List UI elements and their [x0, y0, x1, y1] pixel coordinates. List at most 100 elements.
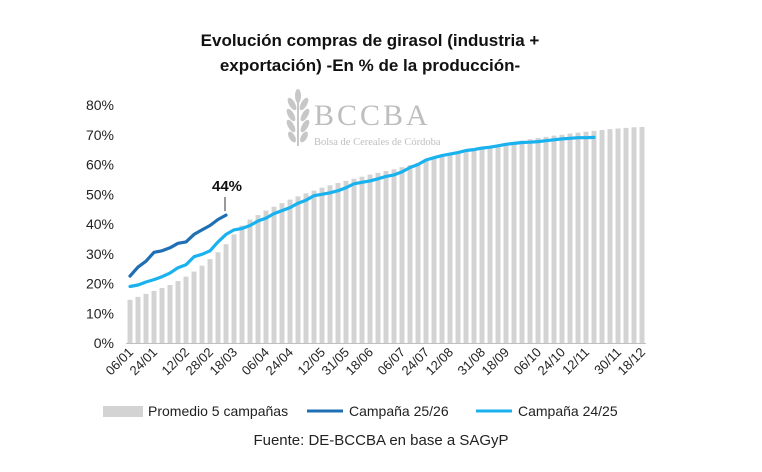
y-tick-label: 40% [86, 216, 114, 232]
bar-promedio [615, 128, 621, 343]
source-note: Fuente: DE-BCCBA en base a SAGyP [253, 432, 509, 449]
legend-swatch-promedio [103, 406, 143, 417]
bar-promedio [471, 149, 477, 343]
bar-promedio [431, 158, 437, 343]
x-tick-label: 12/11 [559, 345, 592, 378]
bar-promedio [127, 299, 133, 343]
logo-title: BCCBA [314, 99, 431, 132]
bar-promedio [263, 210, 269, 343]
bar-promedio [255, 215, 261, 343]
bar-promedio [335, 182, 341, 343]
x-tick-label: 18/06 [343, 345, 377, 379]
bar-promedio [247, 219, 253, 343]
bar-promedio [455, 153, 461, 343]
bar-promedio [135, 296, 141, 343]
bar-promedio [279, 203, 285, 343]
bar-promedio [143, 293, 149, 343]
bar-promedio [559, 134, 565, 343]
logo-subtitle: Bolsa de Cereales de Córdoba [314, 137, 441, 148]
bccba-logo: BCCBA Bolsa de Cereales de Córdoba [286, 89, 441, 148]
bar-promedio [159, 287, 165, 343]
x-tick-label: 24/04 [263, 345, 297, 379]
y-tick-label: 30% [86, 246, 114, 262]
bar-promedio [231, 234, 237, 343]
bar-promedio [623, 127, 629, 343]
bar-promedio [199, 265, 205, 343]
bar-promedio [415, 163, 421, 343]
y-tick-label: 80% [86, 97, 114, 113]
y-tick-label: 50% [86, 186, 114, 202]
x-tick-label: 18/09 [479, 345, 513, 379]
legend-label-2425: Campaña 24/25 [518, 403, 618, 419]
bar-promedio [191, 271, 197, 343]
y-tick-label: 70% [86, 127, 114, 143]
bar-promedio [183, 276, 189, 343]
x-tick-label: 18/12 [615, 345, 649, 379]
bar-promedio [303, 193, 309, 343]
bar-promedio [551, 135, 557, 343]
bar-promedio [287, 199, 293, 343]
bar-promedio [503, 143, 509, 343]
bar-promedio [575, 132, 581, 343]
bar-promedio [327, 185, 333, 343]
bar-promedio [343, 180, 349, 343]
chart-title: Evolución compras de girasol (industria … [120, 28, 620, 78]
bar-promedio [479, 147, 485, 343]
bar-promedio [271, 206, 277, 343]
bar-promedio [207, 259, 213, 343]
bar-promedio [599, 129, 605, 343]
bar-promedio [367, 174, 373, 343]
bar-promedio [423, 160, 429, 343]
bar-promedio [295, 196, 301, 343]
bar-promedio [167, 284, 173, 343]
bar-promedio [527, 139, 533, 343]
legend: Promedio 5 campañas Campaña 25/26 Campañ… [103, 403, 618, 419]
bar-promedio [351, 178, 357, 343]
bar-promedio [215, 252, 221, 343]
y-tick-label: 20% [86, 276, 114, 292]
bar-promedio [407, 165, 413, 343]
line-campa-a-25-26 [128, 213, 228, 278]
x-tick-label: 12/08 [423, 345, 457, 379]
y-tick-label: 0% [94, 335, 114, 351]
bar-promedio [463, 151, 469, 343]
bar-promedio [583, 131, 589, 343]
x-tick-label: 24/10 [535, 345, 569, 379]
bar-promedio [391, 169, 397, 343]
bar-promedio [639, 127, 645, 343]
bar-promedio [223, 244, 229, 343]
bar-promedio [319, 187, 325, 343]
bar-promedio [543, 136, 549, 343]
line-campa-a-24-25 [128, 135, 596, 289]
bar-promedio [399, 167, 405, 343]
bar-promedio [631, 127, 637, 343]
bar-promedio [359, 176, 365, 343]
bar-promedio [487, 146, 493, 343]
bar-layer [127, 127, 645, 343]
bar-promedio [607, 129, 613, 343]
line-layer [128, 135, 596, 289]
x-tick-label: 24/01 [127, 345, 161, 379]
bar-promedio [311, 190, 317, 343]
bar-promedio [519, 140, 525, 343]
bar-promedio [535, 138, 541, 343]
bar-promedio [239, 225, 245, 343]
y-tick-label: 60% [86, 157, 114, 173]
legend-label-2526: Campaña 25/26 [349, 403, 449, 419]
chart-title-line-1: Evolución compras de girasol (industria … [200, 31, 540, 50]
bar-promedio [567, 133, 573, 343]
annotation-label: 44% [212, 178, 242, 195]
bar-promedio [175, 281, 181, 343]
bar-promedio [495, 144, 501, 343]
bar-promedio [511, 141, 517, 343]
legend-label-promedio: Promedio 5 campañas [148, 403, 288, 419]
y-tick-label: 10% [86, 305, 114, 321]
bar-promedio [439, 156, 445, 343]
bar-promedio [591, 130, 597, 343]
x-tick-label: 18/03 [207, 345, 241, 379]
bar-promedio [383, 171, 389, 343]
bar-promedio [375, 172, 381, 343]
wheat-icon [286, 89, 310, 146]
